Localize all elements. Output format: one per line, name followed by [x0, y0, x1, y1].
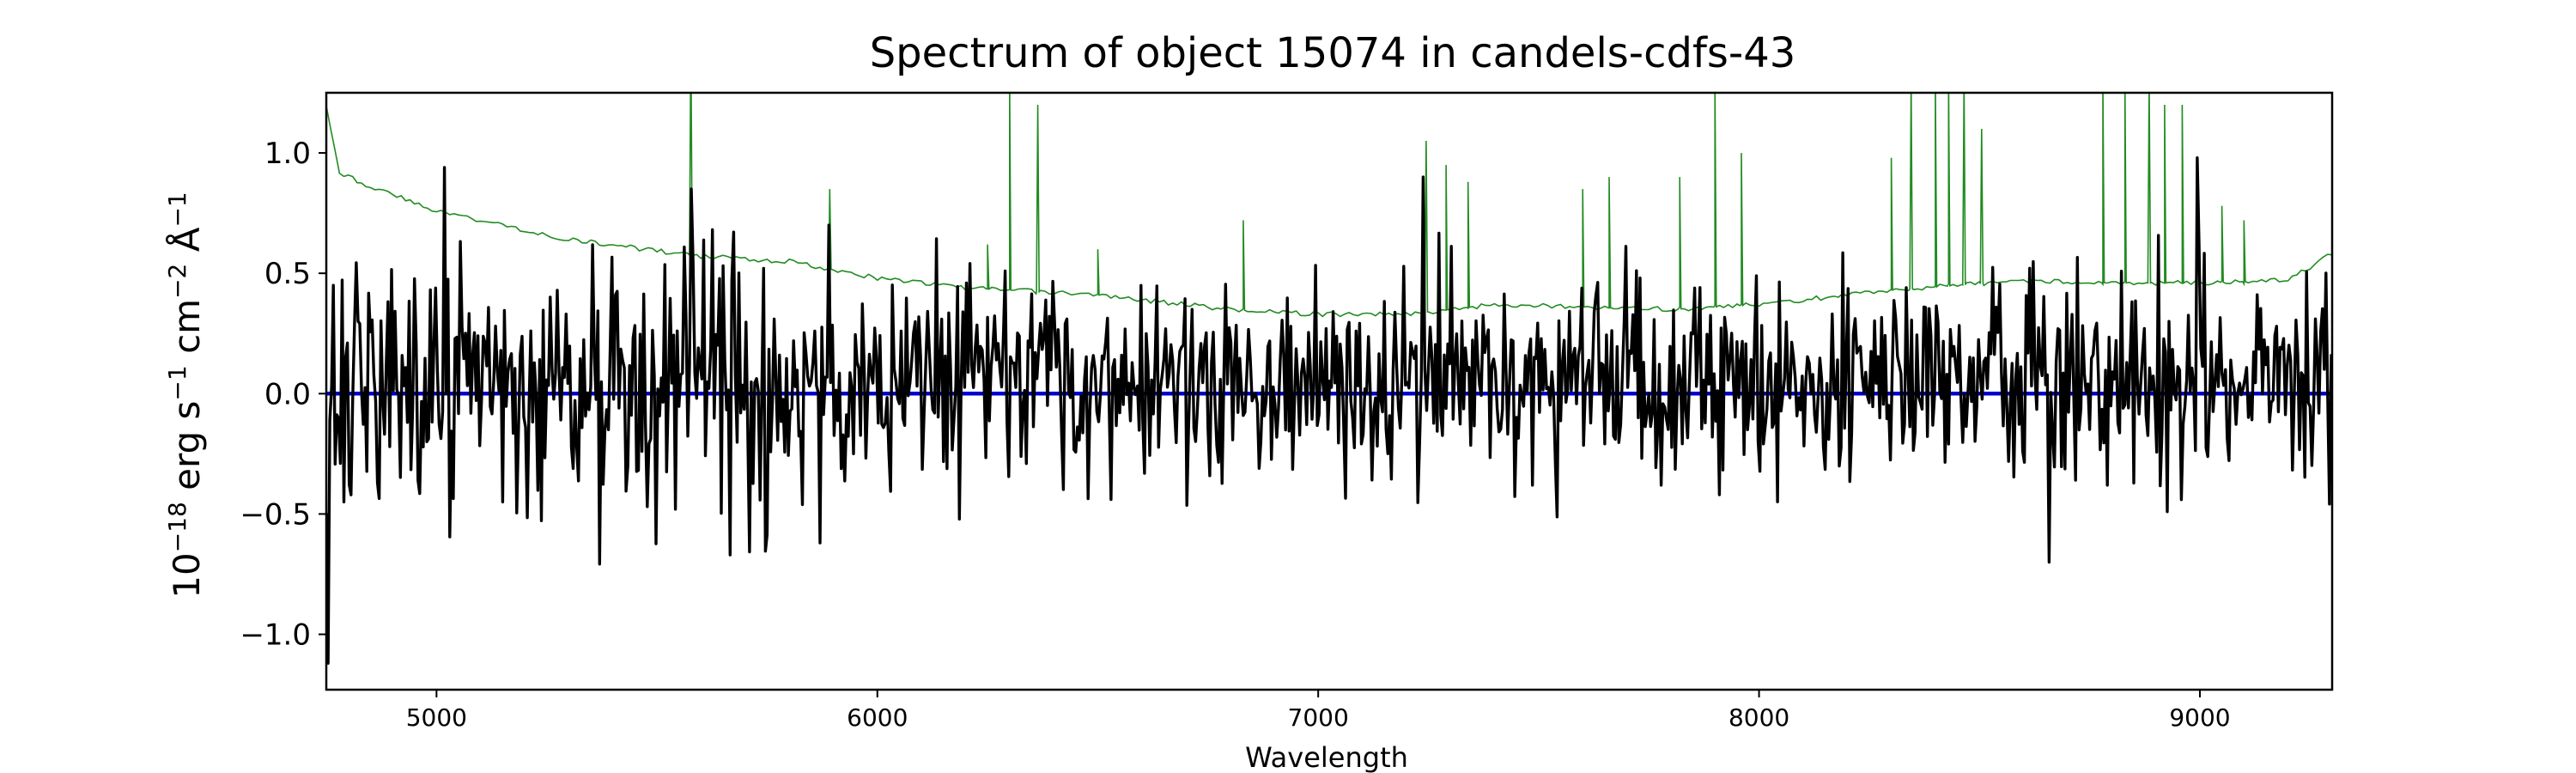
y-axis-label: 10−18 erg s−1 cm−2 Å−1 — [163, 192, 209, 598]
x-axis-label: Wavelength — [1245, 741, 1408, 773]
y-label-exp2: −1 — [163, 365, 191, 400]
x-tick-label: 7000 — [1288, 703, 1349, 732]
plot-frame — [325, 91, 2334, 691]
chart-title: Spectrum of object 15074 in candels-cdfs… — [870, 29, 1796, 77]
y-tick-label: 1.0 — [264, 137, 311, 171]
y-label-exp4: −1 — [163, 192, 191, 227]
x-tick-label: 8000 — [1728, 703, 1789, 732]
y-label-cm: cm — [166, 299, 208, 365]
y-label-exp1: −18 — [163, 502, 191, 552]
y-label-base: 10 — [166, 552, 208, 598]
x-tick-label: 6000 — [847, 703, 908, 732]
y-tick-label: −1.0 — [240, 618, 311, 653]
x-tick-label: 9000 — [2169, 703, 2230, 732]
y-tick-label: 0.0 — [264, 377, 311, 411]
y-tick-label: −0.5 — [240, 497, 311, 532]
y-label-exp3: −2 — [163, 264, 191, 299]
y-label-erg: erg s — [166, 401, 208, 502]
flux-spectrum-line — [326, 156, 2332, 665]
y-tick-label: 0.5 — [264, 257, 311, 291]
y-label-ang: Å — [165, 227, 208, 263]
x-tick-label: 5000 — [406, 703, 467, 732]
